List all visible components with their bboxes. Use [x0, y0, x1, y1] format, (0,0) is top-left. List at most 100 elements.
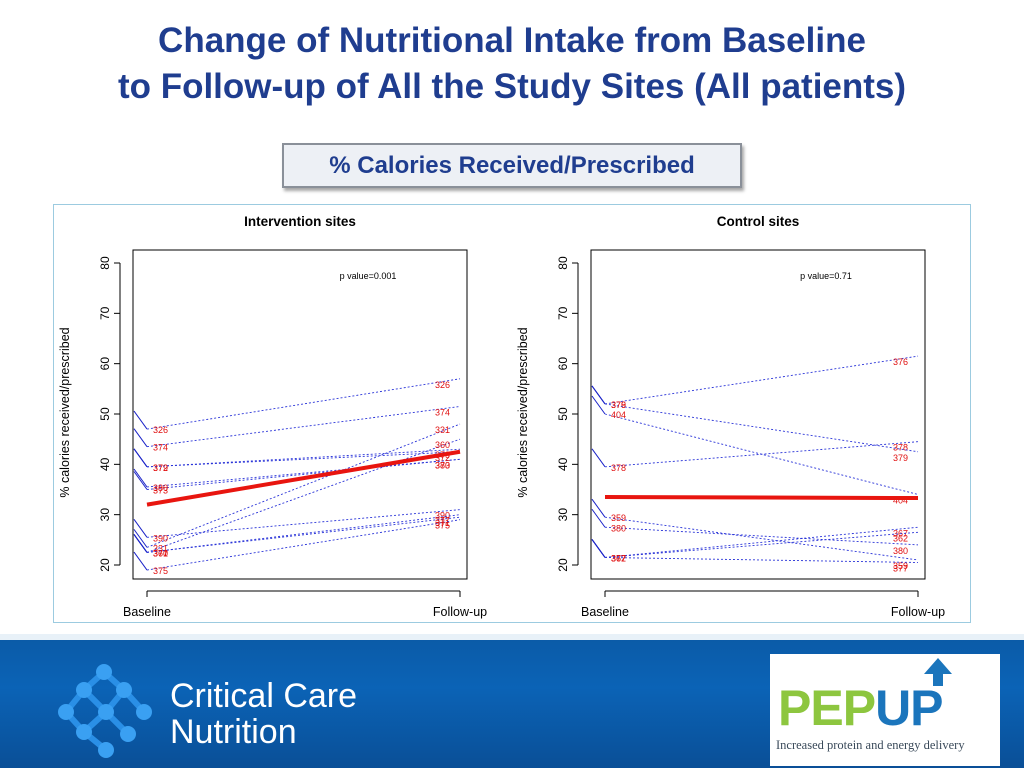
chart1-series-label-end: 373 [435, 460, 450, 470]
chart1-series-label-start: 373 [153, 486, 168, 496]
chart1-series-line [146, 406, 461, 448]
chart1-y-axis-label: % calories received/prescribed [58, 327, 72, 497]
chart2-series-label-start: 380 [611, 523, 626, 533]
pepup-logo: PEPUP Increased protein and energy deliv… [770, 654, 1000, 766]
chart2-x-tick-label: Follow-up [891, 605, 945, 619]
chart-svg: Intervention sites 20 30 40 50 60 70 80 % calori… [58, 214, 945, 619]
chart2-series-label-end: 362 [893, 533, 908, 543]
chart1-series-label-end: 375 [435, 521, 450, 531]
chart1-series-line [146, 438, 461, 553]
chart2-series-step [591, 539, 606, 558]
chart2-series-label-end: 380 [893, 546, 908, 556]
chart2-series-line [604, 526, 919, 546]
chart2-series-line [604, 526, 919, 558]
up-arrow-icon [924, 658, 952, 686]
chart1-series-label-start: 374 [153, 443, 168, 453]
chart1-series-label-end: 372 [435, 453, 450, 463]
chart2-series-label-end: 404 [893, 496, 908, 506]
chart2-series-line [604, 531, 919, 558]
chart2-series-line [604, 413, 919, 495]
ccn-logo-text: Critical Care Nutrition [170, 678, 357, 750]
chart2-y-tick-label: 30 [556, 508, 570, 522]
chart2-x-tick-label: Baseline [581, 605, 629, 619]
chart1-series-label-start: 326 [153, 425, 168, 435]
chart2-series-step [591, 385, 606, 405]
chart2-y-tick-label: 80 [556, 256, 570, 270]
chart1-series-label-end: 374 [435, 407, 450, 417]
ccn-line-1: Critical Care [170, 677, 358, 715]
chart2-y-tick-label: 20 [556, 558, 570, 572]
chart1-series-line [146, 378, 461, 430]
chart1-x-tick-label: Baseline [123, 605, 171, 619]
chart2-y-tick-label: 60 [556, 357, 570, 371]
chart2-series-label-end: 377 [893, 563, 908, 573]
chart1-series-line [146, 458, 461, 488]
chart1-series-line [146, 516, 461, 553]
chart2-series-step [591, 498, 606, 518]
chart1-series-step [133, 551, 148, 571]
chart-panel: Intervention sites 20 30 40 50 60 70 80 % calori… [53, 204, 971, 623]
chart1-series-label-start: 390 [153, 533, 168, 543]
chart2-series-label-end: 376 [893, 357, 908, 367]
pep-text: PEP [778, 680, 876, 736]
subtitle-box: % Calories Received/Prescribed [282, 143, 742, 188]
footer-banner: Critical Care Nutrition PEPUP Increased … [0, 634, 1024, 768]
chart1-y-tick-label: 30 [98, 508, 112, 522]
footer-top-strip [0, 634, 1024, 640]
chart1-y-tick-label: 20 [98, 558, 112, 572]
chart1-series-line [146, 458, 461, 490]
chart2-series-label-start: 378 [611, 463, 626, 473]
chart1-series-line [146, 423, 461, 548]
chart2-series-label-start: 377 [611, 553, 626, 563]
chart1-series-label-start: 360 [153, 548, 168, 558]
chart1-series-line [146, 519, 461, 571]
chart1-series-label-end: 371 [435, 518, 450, 528]
chart2-y-tick-label: 70 [556, 306, 570, 320]
chart1-x-tick-label: Follow-up [433, 605, 487, 619]
chart1-series-step [133, 471, 148, 490]
chart2-series-label-end: 379 [893, 453, 908, 463]
chart2-series-step [591, 508, 606, 528]
chart1-series-step [133, 410, 148, 430]
chart1-series-label-end: 377 [435, 516, 450, 526]
ccn-line-2: Nutrition [170, 713, 297, 751]
chart2-series-label-start: 367 [611, 553, 626, 563]
chart2-series-line [604, 557, 919, 563]
up-text: UP [875, 680, 943, 736]
chart2-series-label-start: 379 [611, 400, 626, 410]
chart2-y-tick-label: 50 [556, 407, 570, 421]
chart1-series-step [133, 468, 148, 488]
chart1-series-label-start: 379 [153, 463, 168, 473]
chart1-title: Intervention sites [244, 214, 356, 229]
chart1-series-label-start: 371 [153, 548, 168, 558]
chart1-series-label-start: 372 [153, 463, 168, 473]
title-line-1: Change of Nutritional Intake from Baseli… [158, 21, 866, 60]
chart2-series-line [604, 403, 919, 453]
chart1-series-step [133, 519, 148, 538]
chart1-series-label-start: 331 [153, 543, 168, 553]
chart2-series-line [604, 355, 919, 405]
chart1-series-line [146, 514, 461, 553]
chart2-series-step [591, 448, 606, 468]
chart1-series-step [133, 428, 148, 448]
pepup-wordmark: PEPUP [778, 680, 944, 736]
title-line-2: to Follow-up of All the Study Sites (All… [117, 67, 907, 106]
chart1-series-label-start: 375 [153, 566, 168, 576]
chart2-series-label-end: 359 [893, 561, 908, 571]
chart2-series-step [591, 395, 606, 415]
chart1-series-label-end: 380 [435, 460, 450, 470]
chart1-y-tick-label: 80 [98, 256, 112, 270]
ccn-logo-icon [58, 664, 152, 758]
chart2-y-axis-label: % calories received/prescribed [516, 327, 530, 497]
chart1-series-label-end: 360 [435, 440, 450, 450]
chart2-mean-line [604, 495, 919, 501]
chart2-title: Control sites [717, 214, 800, 229]
chart1-mean-line [146, 449, 461, 507]
chart1-series-step [133, 534, 148, 553]
chart1-series-line [146, 509, 461, 538]
chart1-series-label-start: 377 [153, 548, 168, 558]
chart2-series-label-end: 378 [893, 443, 908, 453]
chart1-series-step [133, 448, 148, 468]
slide-title: Change of Nutritional Intake from Baseli… [0, 18, 1024, 110]
chart1-series-label-end: 331 [435, 425, 450, 435]
